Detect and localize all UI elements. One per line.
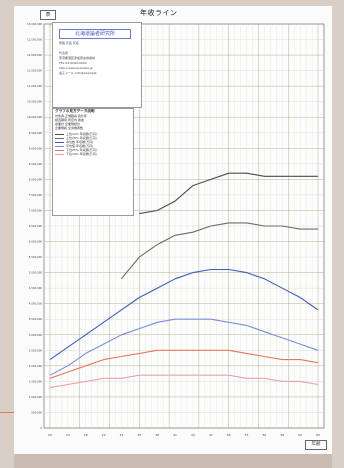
series-line: [120, 222, 318, 280]
y-tick-label: 3,000,000: [29, 333, 43, 337]
chart-title: 年收ライン: [140, 9, 178, 17]
y-tick-label: 12,500,000: [27, 38, 42, 42]
series-line: [49, 268, 319, 361]
x-tick-label: 38: [155, 433, 159, 437]
y-tick-label: 9,000,000: [29, 146, 43, 150]
publisher-line: 代表者: [59, 51, 69, 55]
y-tick-label: 8,500,000: [29, 162, 43, 166]
legend-swatch: [55, 149, 64, 151]
publisher-line: 電子メール info@example: [59, 71, 97, 75]
x-tick-label: 62: [298, 433, 302, 437]
legend-label: 中位数 年収額(万円): [66, 140, 94, 144]
legend-entry: 下位10% 年収額(万円): [53, 152, 133, 156]
legend-swatch: [55, 133, 64, 135]
x-tick-label: 32: [120, 433, 124, 437]
legend-swatch: [55, 153, 64, 155]
y-tick-label: 13,000,000: [27, 22, 42, 26]
x-tick-label: 41: [173, 433, 177, 437]
legend-entry: 上位25% 年収額(万円): [53, 136, 133, 140]
x-tick-label: 50: [227, 433, 231, 437]
legend-entry: 下位25% 年収額(万円): [53, 148, 133, 152]
series-line: [49, 318, 319, 376]
y-tick-label: 6,000,000: [29, 240, 43, 244]
y-tick-label: 2,000,000: [29, 364, 43, 368]
y-tick-label: 3,500,000: [29, 317, 43, 321]
x-tick-label: 44: [191, 433, 195, 437]
y-tick-label: 2,500,000: [29, 348, 43, 352]
x-axis-unit-box: 年齢: [305, 440, 327, 450]
y-tick-label: 5,000,000: [29, 271, 43, 275]
publisher-line: TEL 03-0000-0000: [59, 61, 87, 65]
y-tick-label: 500,000: [31, 410, 42, 414]
legend-title: グラフの見方データ説明: [55, 109, 95, 113]
legend-label: 下位25% 年収額(万円): [66, 148, 97, 152]
legend-entry: 上位10% 年収額(万円): [53, 132, 133, 136]
legend-label: 上位10% 年収額(万円): [66, 132, 97, 136]
legend-swatch: [55, 137, 64, 139]
publisher-box: 北海道論者研究所 所長 氏名 氏名 代表者 東京都港区赤坂所在地番地 TEL 0…: [52, 22, 142, 108]
x-tick-label: 20: [48, 433, 52, 437]
y-tick-label: 1,000,000: [29, 395, 43, 399]
x-tick-label: 35: [137, 433, 141, 437]
publisher-line: http://www.example.jp: [59, 66, 93, 70]
x-tick-label: 47: [209, 433, 213, 437]
legend-panel: グラフの見方データ説明 対象者 正規職員 統計年 調査期間 所定内 賃金 産業計…: [52, 108, 134, 216]
legend-info: 対象者 正規職員 統計年: [55, 114, 87, 118]
x-tick-label: 59: [280, 433, 284, 437]
x-tick-label: 53: [245, 433, 249, 437]
y-tick-label: 6,500,000: [29, 224, 43, 228]
y-tick-label: 12,000,000: [27, 53, 42, 57]
legend-info: 産業計 企業規模計: [55, 122, 80, 126]
legend-entry: 平均値 年収額(万円): [53, 144, 133, 148]
y-tick-label: 7,000,000: [29, 208, 43, 212]
y-tick-label: 0: [40, 426, 42, 430]
legend-swatch: [55, 141, 64, 143]
legend-label: 上位25% 年収額(万円): [66, 136, 97, 140]
legend-label: 下位10% 年収額(万円): [66, 152, 97, 156]
publisher-title: 北海道論者研究所: [59, 29, 131, 39]
x-tick-label: 29: [102, 433, 106, 437]
y-tick-label: 5,500,000: [29, 255, 43, 259]
legend-label: 平均値 年収額(万円): [66, 144, 94, 148]
y-tick-label: 4,500,000: [29, 286, 43, 290]
legend-info: 企業規模 全労働者数: [55, 126, 83, 130]
legend-swatch: [55, 145, 64, 147]
y-tick-label: 11,000,000: [27, 84, 42, 88]
series-line: [49, 374, 319, 389]
y-tick-label: 9,500,000: [29, 131, 43, 135]
x-tick-label: 23: [66, 433, 70, 437]
y-tick-label: 7,500,000: [29, 193, 43, 197]
y-tick-label: 1,500,000: [29, 379, 43, 383]
edge-marker: [0, 412, 14, 413]
x-tick-label: 26: [84, 433, 88, 437]
series-line: [139, 172, 318, 215]
series-line: [49, 349, 319, 379]
y-tick-label: 11,500,000: [27, 69, 42, 73]
y-tick-label: 10,500,000: [27, 100, 42, 104]
corner-label: 表: [40, 10, 56, 20]
x-tick-label: 56: [263, 433, 267, 437]
y-tick-label: 10,000,000: [27, 115, 42, 119]
page-shadow: [14, 454, 332, 468]
x-tick-label: 65: [316, 433, 320, 437]
y-tick-label: 8,000,000: [29, 177, 43, 181]
publisher-line: 所長 氏名 氏名: [59, 41, 79, 45]
legend-info: 調査期間 所定内 賃金: [55, 118, 84, 122]
legend-entry: 中位数 年収額(万円): [53, 140, 133, 144]
y-tick-label: 4,000,000: [29, 302, 43, 306]
publisher-line: 東京都港区赤坂所在地番地: [59, 56, 96, 60]
